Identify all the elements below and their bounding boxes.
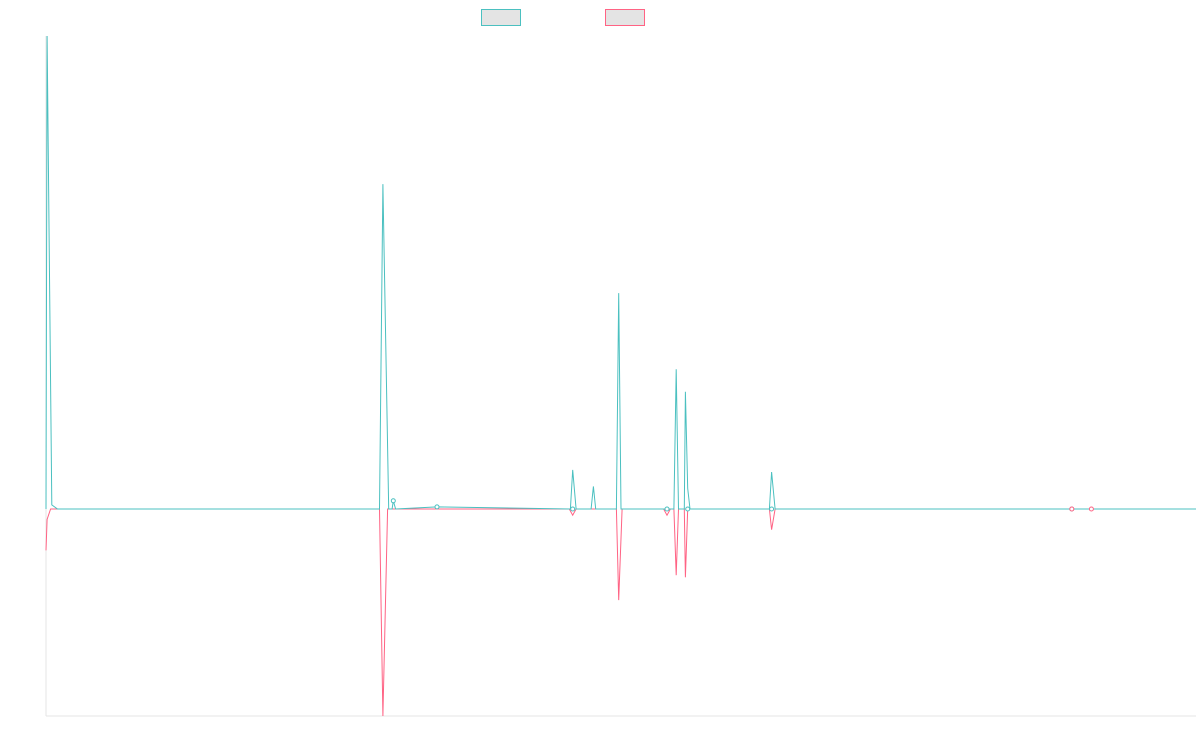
series-line-2 (45, 508, 1196, 717)
legend-swatch-2[interactable] (605, 9, 645, 26)
series-line-1 (45, 35, 1196, 510)
series-1-point-marker[interactable] (769, 506, 775, 512)
marker-layer (390, 498, 1094, 512)
legend[interactable] (481, 9, 645, 26)
series-1-point-marker[interactable] (570, 506, 576, 512)
series-layer (45, 35, 1196, 717)
series-1-point-marker[interactable] (685, 506, 691, 512)
series-2-point-marker[interactable] (1088, 506, 1094, 512)
series-2-point-marker[interactable] (1069, 506, 1075, 512)
legend-swatch-1[interactable] (481, 9, 521, 26)
series-1-point-marker[interactable] (664, 506, 670, 512)
series-1-point-marker[interactable] (434, 504, 440, 510)
series-1-point-marker[interactable] (390, 498, 396, 504)
